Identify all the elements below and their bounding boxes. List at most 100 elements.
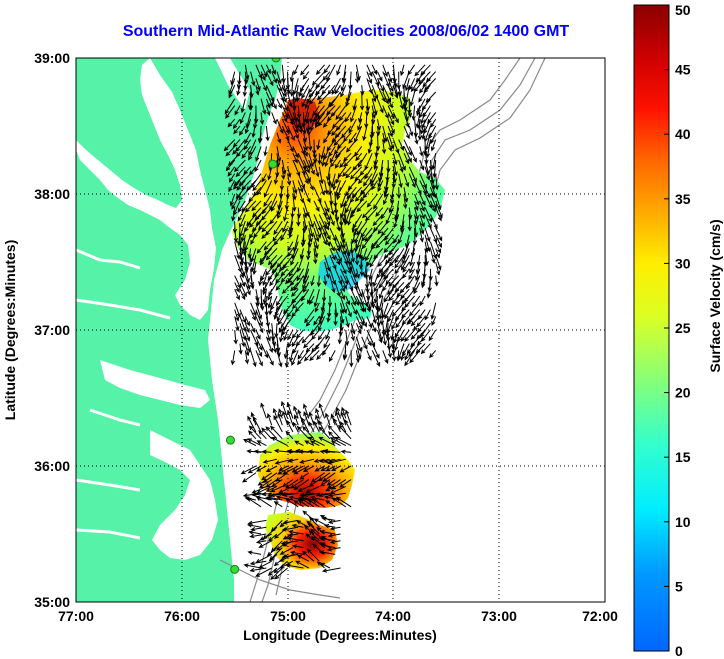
velocity-arrow [324,234,331,247]
velocity-arrow [350,200,363,215]
velocity-arrow [384,227,394,241]
velocity-arrow [330,173,336,189]
colorbar-tick-label: 0 [675,643,683,659]
velocity-arrow [244,329,251,342]
velocity-arrow [340,241,347,256]
gridlines [76,58,605,602]
velocity-arrow [388,275,400,287]
velocity-arrow [320,465,331,472]
velocity-arrow [260,343,269,359]
velocity-arrow [256,180,267,196]
velocity-arrow [258,125,263,143]
velocity-arrow [250,309,256,321]
velocity-arrow [350,288,360,307]
velocity-arrow [340,268,349,286]
velocity-arrow [405,275,416,290]
velocity-arrow [265,329,271,342]
velocity-arrow [324,207,331,222]
velocity-arrow [419,200,425,212]
velocity-arrow [276,132,282,144]
velocity-arrow [279,560,294,569]
velocity-arrow [360,85,365,96]
velocity-arrow [375,207,384,217]
velocity-arrow [387,139,393,152]
velocity-arrow [371,350,381,368]
velocity-arrow [245,200,257,213]
velocity-arrow [314,465,325,472]
velocity-arrow [309,495,325,501]
velocity-arrow [283,302,294,315]
velocity-arrow [306,91,315,104]
velocity-arrow [335,410,341,426]
velocity-arrow [429,200,436,213]
velocity-arrow [256,485,272,494]
velocity-arrow [253,227,262,239]
velocity-arrow [361,227,373,242]
velocity-arrow [291,329,299,339]
velocity-arrow [269,254,283,269]
velocity-arrow [239,214,246,229]
velocity-arrow [261,491,272,497]
velocity-arrow [278,408,283,419]
velocity-arrow [430,132,437,145]
velocity-arrow [237,200,246,213]
velocity-arrow [299,492,315,497]
velocity-arrow [303,403,310,419]
velocity-arrow [415,343,426,354]
velocity-arrow [271,64,276,75]
velocity-arrow [384,234,394,246]
velocity-arrow [260,402,267,419]
velocity-arrow [428,268,433,282]
velocity-arrow [265,98,271,109]
velocity-arrow [285,563,304,569]
velocity-arrow [350,295,356,307]
velocity-arrow [230,71,236,86]
velocity-arrow [412,275,421,292]
velocity-arrow [312,139,317,156]
velocity-arrow [299,472,310,480]
velocity-arrow [310,322,320,336]
velocity-arrow [303,105,310,124]
velocity-arrow [387,98,393,109]
velocity-arrow [388,241,400,256]
velocity-arrow [229,193,236,207]
velocity-arrow [327,180,333,196]
velocity-arrow [365,98,371,112]
velocity-arrow [419,214,425,228]
velocity-arrow [353,241,359,253]
velocity-arrow [281,125,290,142]
velocity-arrow [356,241,363,259]
velocity-arrow [265,336,274,353]
velocity-arrow [329,539,341,545]
velocity-field-south [265,512,338,570]
velocity-arrow [334,436,352,447]
velocity-arrow [243,139,252,151]
velocity-arrow [413,214,418,226]
velocity-arrow [435,255,442,271]
velocity-arrow [244,343,250,357]
velocity-arrow [401,254,410,271]
radar-station-marker [271,58,281,63]
velocity-arrow [340,295,347,314]
velocity-arrow [355,268,360,280]
velocity-arrow [418,91,426,103]
velocity-arrow [420,329,431,342]
velocity-arrow [316,561,325,569]
velocity-arrow [269,492,288,498]
velocity-arrow [387,105,395,120]
velocity-arrow [292,421,299,433]
velocity-arrow [230,350,236,366]
velocity-arrow [318,180,325,196]
velocity-arrow [402,261,410,273]
velocity-arrow [355,152,363,162]
velocity-arrow [324,180,329,195]
velocity-arrow [392,64,397,84]
velocity-arrow [247,438,262,447]
velocity-arrow [255,329,261,340]
velocity-arrow [273,414,283,433]
velocity-arrow [400,288,410,300]
velocity-arrow [425,91,437,103]
velocity-arrow [383,193,389,206]
velocity-arrow [287,139,294,153]
velocity-arrow [254,207,267,221]
